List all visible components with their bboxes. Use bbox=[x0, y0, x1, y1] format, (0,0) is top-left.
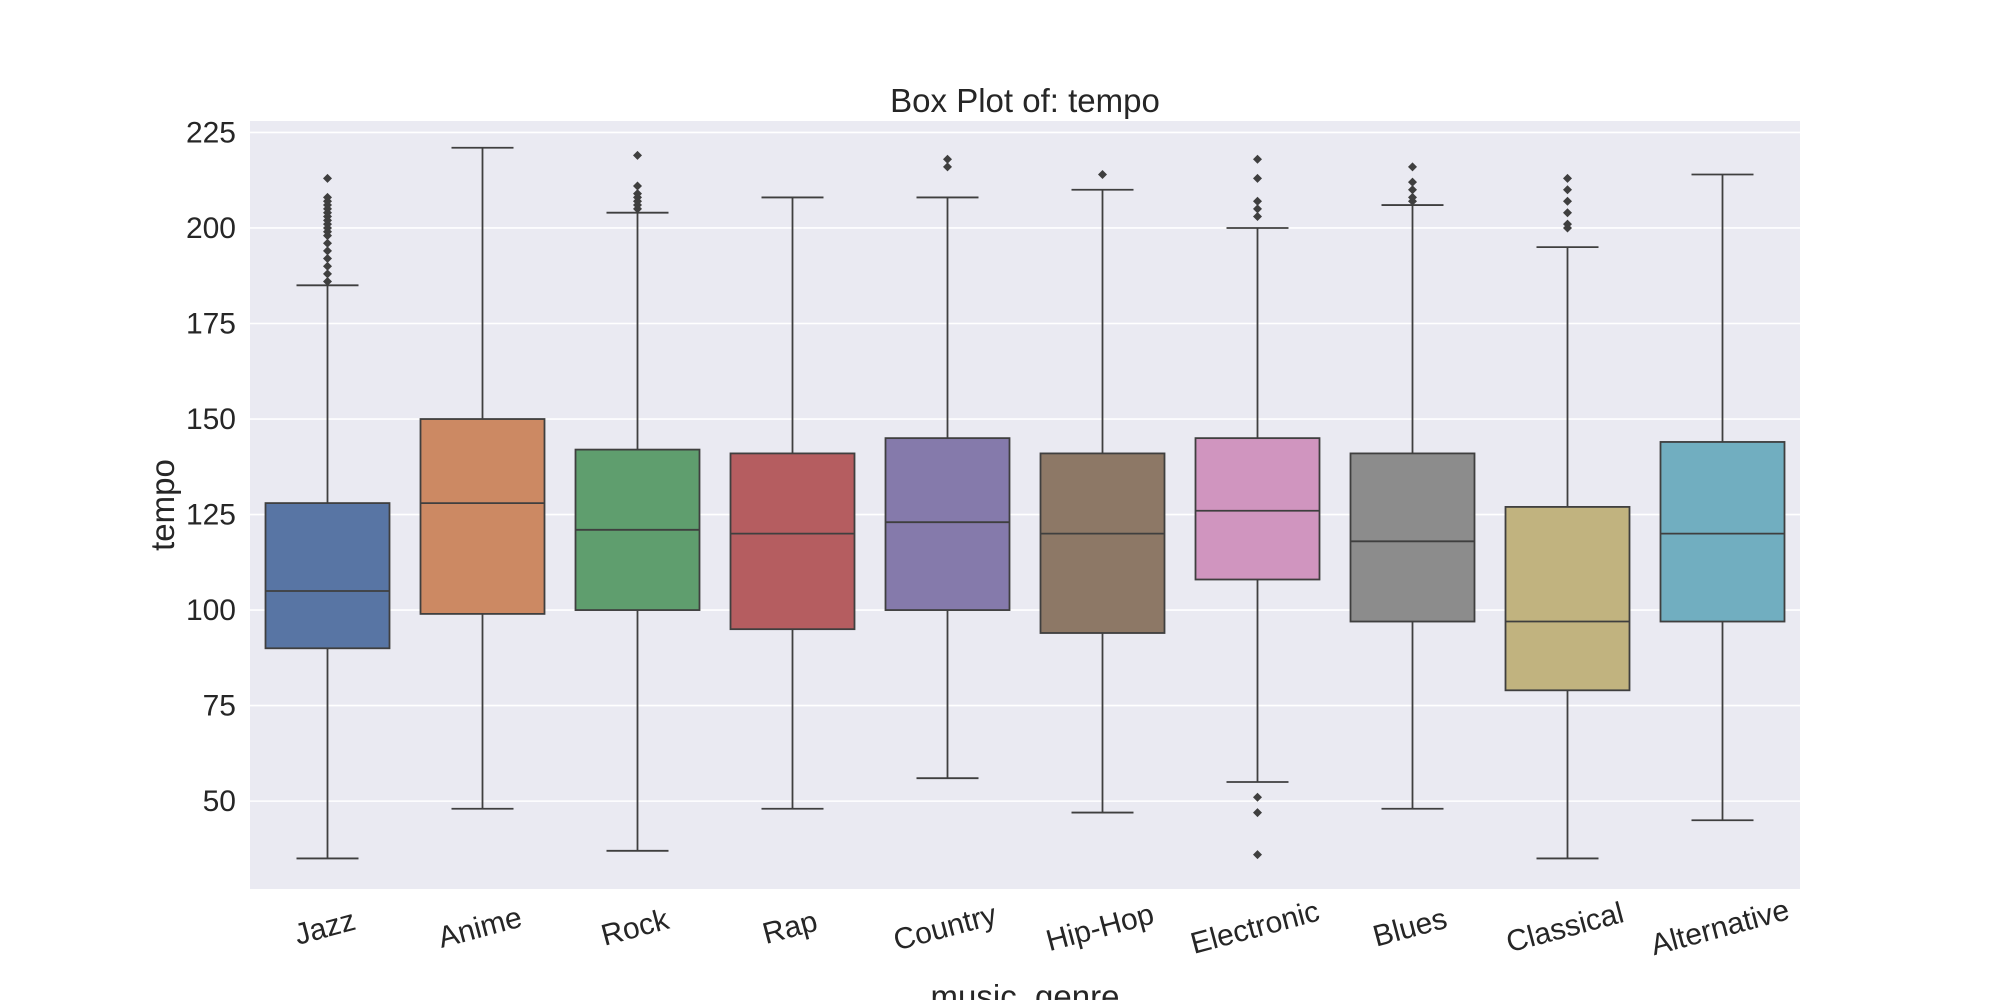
box-body bbox=[1659, 441, 1786, 623]
outlier-point bbox=[1408, 177, 1417, 187]
outlier-point bbox=[1253, 173, 1262, 183]
y-tick-label: 150 bbox=[186, 403, 236, 436]
outlier-point bbox=[1253, 204, 1262, 214]
outlier-point bbox=[323, 173, 332, 183]
outlier-point bbox=[633, 150, 642, 160]
box-anime bbox=[419, 146, 546, 810]
outlier-point bbox=[1253, 850, 1262, 860]
outlier-point bbox=[943, 154, 952, 164]
x-axis-title: music_genre bbox=[931, 978, 1120, 1000]
box-body bbox=[1349, 452, 1476, 623]
outlier-point bbox=[1563, 208, 1572, 218]
outlier-point bbox=[1253, 196, 1262, 206]
box-rap bbox=[729, 196, 856, 810]
outlier-point bbox=[633, 189, 642, 199]
box-jazz bbox=[264, 173, 391, 860]
y-tick-label: 100 bbox=[186, 594, 236, 627]
outlier-point bbox=[1563, 219, 1572, 229]
box-body bbox=[884, 437, 1011, 611]
outlier-point bbox=[323, 269, 332, 279]
y-tick-label: 125 bbox=[186, 499, 236, 532]
y-axis-ticks: 50 75 100 125 150 175 200 225 bbox=[186, 116, 236, 818]
outlier-point bbox=[1408, 162, 1417, 172]
box-series bbox=[264, 146, 1786, 860]
box-electronic bbox=[1194, 154, 1321, 860]
box-classical bbox=[1504, 173, 1631, 860]
outlier-point bbox=[1408, 192, 1417, 202]
box-hip-hop bbox=[1039, 169, 1166, 814]
box-rock bbox=[574, 150, 701, 852]
box-alternative bbox=[1659, 173, 1786, 822]
outlier-point bbox=[323, 276, 332, 286]
outlier-point bbox=[323, 238, 332, 248]
box-body bbox=[729, 452, 856, 631]
outlier-point bbox=[1408, 185, 1417, 195]
outlier-point bbox=[1563, 196, 1572, 206]
y-tick-label: 75 bbox=[203, 690, 236, 723]
y-tick-label: 175 bbox=[186, 308, 236, 341]
y-tick-label: 200 bbox=[186, 212, 236, 245]
outlier-point bbox=[323, 254, 332, 264]
outlier-point bbox=[1098, 169, 1107, 179]
outlier-point bbox=[323, 192, 332, 202]
outlier-point bbox=[1253, 808, 1262, 818]
outlier-point bbox=[943, 162, 952, 172]
outlier-point bbox=[1563, 185, 1572, 195]
outlier-point bbox=[323, 261, 332, 271]
outlier-point bbox=[1563, 173, 1572, 183]
box-body bbox=[1194, 437, 1321, 581]
box-country bbox=[884, 154, 1011, 780]
y-tick-label: 225 bbox=[186, 116, 236, 149]
outlier-point bbox=[1253, 154, 1262, 164]
outlier-point bbox=[1253, 792, 1262, 802]
y-tick-label: 50 bbox=[203, 785, 236, 818]
box-body bbox=[264, 502, 391, 650]
box-body bbox=[1504, 506, 1631, 692]
outlier-point bbox=[1253, 212, 1262, 222]
outlier-point bbox=[323, 246, 332, 256]
box-body bbox=[1039, 452, 1166, 634]
y-axis-title: tempo bbox=[144, 459, 181, 551]
box-body bbox=[419, 418, 546, 615]
chart-title: Box Plot of: tempo bbox=[890, 82, 1160, 119]
outlier-point bbox=[633, 181, 642, 191]
box-blues bbox=[1349, 162, 1476, 810]
